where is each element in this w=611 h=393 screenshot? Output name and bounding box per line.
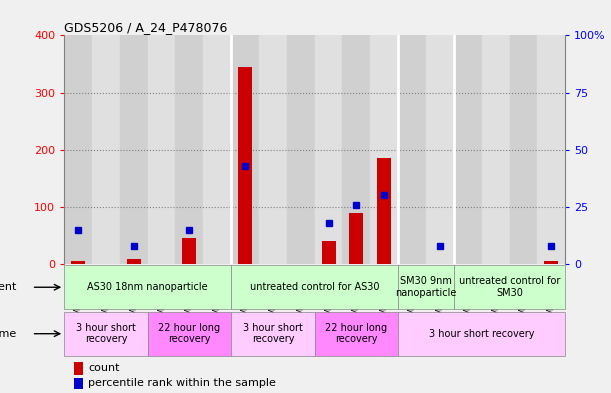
Bar xyxy=(148,312,231,356)
Text: agent: agent xyxy=(0,282,16,292)
Bar xyxy=(398,35,426,264)
Text: 3 hour short recovery: 3 hour short recovery xyxy=(429,329,535,339)
Bar xyxy=(481,35,510,264)
Bar xyxy=(238,67,252,264)
Bar xyxy=(64,265,231,309)
Bar xyxy=(544,261,558,264)
Text: GDS5206 / A_24_P478076: GDS5206 / A_24_P478076 xyxy=(64,21,227,34)
Bar xyxy=(315,35,343,264)
Bar xyxy=(231,265,398,309)
Bar xyxy=(120,35,148,264)
Bar xyxy=(74,362,83,375)
Bar xyxy=(426,35,454,264)
Text: 3 hour short
recovery: 3 hour short recovery xyxy=(243,323,303,345)
Bar xyxy=(127,259,141,264)
Bar xyxy=(321,241,335,264)
Bar xyxy=(510,35,537,264)
Bar xyxy=(378,158,391,264)
Bar xyxy=(370,35,398,264)
Bar xyxy=(398,265,454,309)
Bar xyxy=(537,35,565,264)
Bar xyxy=(74,378,83,389)
Text: 22 hour long
recovery: 22 hour long recovery xyxy=(158,323,221,345)
Text: untreated control for AS30: untreated control for AS30 xyxy=(250,282,379,292)
Text: 22 hour long
recovery: 22 hour long recovery xyxy=(325,323,387,345)
Bar xyxy=(231,312,315,356)
Text: time: time xyxy=(0,329,16,339)
Text: 3 hour short
recovery: 3 hour short recovery xyxy=(76,323,136,345)
Text: AS30 18nm nanoparticle: AS30 18nm nanoparticle xyxy=(87,282,208,292)
Bar xyxy=(454,35,481,264)
Bar xyxy=(349,213,364,264)
Bar xyxy=(175,35,203,264)
Bar xyxy=(398,312,565,356)
Text: percentile rank within the sample: percentile rank within the sample xyxy=(88,378,276,388)
Text: SM30 9nm
nanoparticle: SM30 9nm nanoparticle xyxy=(395,276,456,298)
Text: untreated control for
SM30: untreated control for SM30 xyxy=(459,276,560,298)
Bar xyxy=(315,312,398,356)
Bar xyxy=(64,35,92,264)
Bar xyxy=(454,265,565,309)
Bar xyxy=(259,35,287,264)
Bar xyxy=(92,35,120,264)
Bar xyxy=(71,261,85,264)
Bar xyxy=(148,35,175,264)
Bar xyxy=(183,238,196,264)
Bar xyxy=(287,35,315,264)
Text: count: count xyxy=(88,363,120,373)
Bar xyxy=(203,35,231,264)
Bar xyxy=(231,35,259,264)
Bar xyxy=(64,312,148,356)
Bar xyxy=(343,35,370,264)
